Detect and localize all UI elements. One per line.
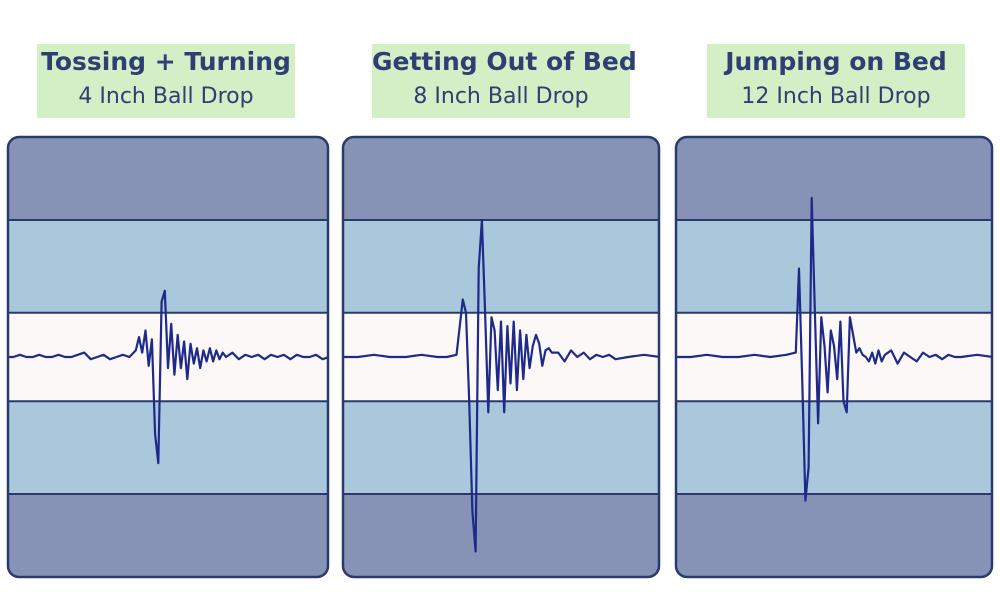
panel-2-title: Getting Out of Bed: [372, 47, 637, 76]
panel-border: [674, 135, 994, 579]
band-upper: [676, 219, 992, 313]
panel-3-title: Jumping on Bed: [725, 47, 947, 76]
panel-3-subtitle: 12 Inch Ball Drop: [741, 84, 931, 109]
band-bottom: [8, 494, 328, 577]
band-lower: [676, 401, 992, 495]
waveform-line: [676, 196, 992, 502]
waveform-line: [8, 289, 328, 465]
band-bottom: [676, 494, 992, 577]
band-upper: [343, 219, 659, 313]
band-lower: [8, 401, 328, 495]
panel-3-chart: [674, 135, 994, 579]
panel-1-title: Tossing + Turning: [41, 47, 291, 76]
panel-3-label: Jumping on Bed 12 Inch Ball Drop: [707, 44, 965, 118]
panel-2-chart: [341, 135, 661, 579]
band-lower: [343, 401, 659, 495]
panel-border: [6, 135, 330, 579]
panel-1-label: Tossing + Turning 4 Inch Ball Drop: [37, 44, 295, 118]
panel-border: [341, 135, 661, 579]
panel-2-label: Getting Out of Bed 8 Inch Ball Drop: [372, 44, 637, 118]
waveform-line: [343, 218, 659, 553]
band-upper: [8, 219, 328, 313]
panel-1-subtitle: 4 Inch Ball Drop: [78, 84, 254, 109]
band-top: [676, 137, 992, 220]
band-top: [8, 137, 328, 220]
panel-2-subtitle: 8 Inch Ball Drop: [413, 84, 589, 109]
band-top: [343, 137, 659, 220]
band-bottom: [343, 494, 659, 577]
panel-1-chart: [6, 135, 330, 579]
